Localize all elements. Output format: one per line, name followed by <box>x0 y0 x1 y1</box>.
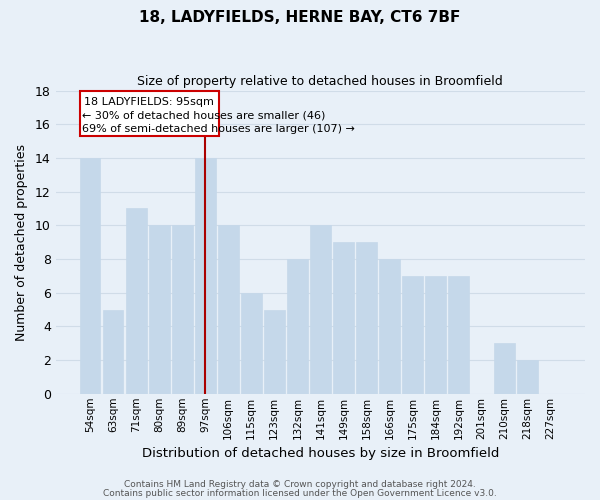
Bar <box>218 226 239 394</box>
Bar <box>425 276 446 394</box>
Y-axis label: Number of detached properties: Number of detached properties <box>15 144 28 340</box>
Bar <box>195 158 215 394</box>
Text: Contains HM Land Registry data © Crown copyright and database right 2024.: Contains HM Land Registry data © Crown c… <box>124 480 476 489</box>
Bar <box>264 310 284 394</box>
Bar <box>356 242 377 394</box>
Bar <box>172 226 193 394</box>
Text: 69% of semi-detached houses are larger (107) →: 69% of semi-detached houses are larger (… <box>82 124 355 134</box>
Bar <box>103 310 124 394</box>
Bar <box>517 360 538 394</box>
Title: Size of property relative to detached houses in Broomfield: Size of property relative to detached ho… <box>137 75 503 88</box>
Bar <box>448 276 469 394</box>
Bar <box>80 90 219 136</box>
Bar <box>287 259 308 394</box>
Text: ← 30% of detached houses are smaller (46): ← 30% of detached houses are smaller (46… <box>82 110 325 120</box>
Text: 18 LADYFIELDS: 95sqm: 18 LADYFIELDS: 95sqm <box>85 97 214 107</box>
Bar <box>80 158 100 394</box>
Text: Contains public sector information licensed under the Open Government Licence v3: Contains public sector information licen… <box>103 489 497 498</box>
Bar <box>149 226 170 394</box>
Bar <box>333 242 354 394</box>
Bar <box>241 292 262 394</box>
X-axis label: Distribution of detached houses by size in Broomfield: Distribution of detached houses by size … <box>142 447 499 460</box>
Bar <box>379 259 400 394</box>
Bar <box>494 343 515 394</box>
Text: 18, LADYFIELDS, HERNE BAY, CT6 7BF: 18, LADYFIELDS, HERNE BAY, CT6 7BF <box>139 10 461 25</box>
Bar <box>310 226 331 394</box>
Bar <box>402 276 423 394</box>
Bar <box>126 208 146 394</box>
